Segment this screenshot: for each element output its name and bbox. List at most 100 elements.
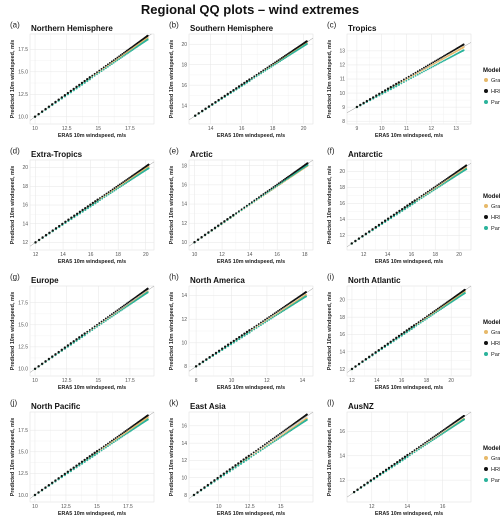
qq-point-hres [242,458,245,461]
qq-point-hres [266,66,269,69]
qq-point-pangu [424,444,427,447]
y-tick-label: 17.5 [18,47,28,53]
qq-point-hres [119,54,122,56]
y-tick-label: 18 [181,62,187,68]
qq-point-hres [401,207,404,211]
y-tick-label: 10.0 [18,115,28,121]
qq-point-pangu [86,206,90,210]
qq-point-pangu [403,332,406,336]
qq-point-hres [41,236,44,239]
qq-point-pangu [441,60,444,63]
qq-point-pangu [100,322,103,325]
qq-point-hres [407,75,410,78]
qq-point-pangu [116,438,119,441]
qq-point-hres [86,77,89,81]
qq-point-hres [84,206,87,210]
qq-point-hres [441,181,444,183]
qq-point-pangu [428,67,431,70]
qq-point-hres [415,322,418,325]
qq-point-hres [395,82,398,86]
qq-point-graphcast [283,432,286,435]
qq-point-pangu [104,446,107,449]
qq-point-pangu [104,67,107,70]
qq-point-pangu [402,81,405,83]
qq-point-hres [194,365,198,368]
qq-point-pangu [116,59,119,62]
qq-point-hres [93,451,96,454]
qq-point-hres [69,468,72,471]
qq-point-hres [104,444,107,446]
y-tick-label: 15.0 [18,450,28,456]
qq-point-hres [374,225,377,229]
qq-point-pangu [395,85,398,88]
qq-point-pangu [427,316,430,319]
qq-point-graphcast [112,439,115,442]
qq-point-hres [282,178,285,181]
qq-point-pangu [405,79,408,82]
qq-point-graphcast [426,66,429,69]
qq-point-hres [119,433,122,436]
qq-point-pangu [102,321,105,324]
qq-point-pangu [424,69,427,72]
qq-point-hres [96,323,98,326]
qq-point-pangu [408,329,411,332]
qq-point-hres [40,488,44,492]
qq-point-hres [213,226,217,229]
qq-point-pangu [83,334,86,337]
qq-point-pangu [286,55,289,58]
qq-point-pangu [411,203,414,206]
qq-point-hres [128,177,130,179]
qq-point-hres [359,103,362,107]
y-axis-label: Predicted 10m windspeed, m/s [169,292,175,371]
qq-point-graphcast [119,435,122,437]
legend-label-pangu: Pangu [491,478,500,484]
x-tick-label: 17.5 [125,126,135,132]
qq-point-pangu [122,184,125,186]
qq-point-hres [408,327,411,330]
y-axis-label: Predicted 10m windspeed, m/s [327,292,333,371]
qq-point-pangu [287,431,290,433]
qq-point-hres [248,202,251,205]
qq-point-hres [231,466,234,469]
qq-point-hres [112,438,115,441]
qq-point-hres [387,466,391,469]
qq-point-hres [64,220,67,223]
x-axis-label: ERA5 10m windspeed, m/s [217,385,285,391]
qq-point-pangu [78,85,81,88]
qq-point-hres [107,191,110,194]
y-tick-label: 10 [181,240,187,246]
qq-point-pangu [305,418,308,421]
qq-point-hres [264,67,267,70]
qq-point-pangu [270,188,273,191]
x-tick-label: 18 [115,252,121,258]
qq-point-hres [88,455,91,458]
qq-point-hres [272,186,275,188]
qq-point-hres [225,470,228,473]
panel-title: Southern Hemisphere [190,24,274,33]
qq-point-pangu [89,205,92,208]
qq-point-pangu [443,306,445,308]
qq-point-hres [47,357,51,361]
x-tick-label: 16 [409,252,415,258]
qq-point-pangu [125,182,128,184]
qq-point-hres [193,240,196,244]
qq-point-hres [260,321,262,324]
qq-point-pangu [381,92,384,95]
legends-group: Model Graphcast HRES Pangu Model Graphcast HRE… [483,68,500,484]
qq-point-pangu [400,82,403,85]
qq-point-pangu [243,334,246,337]
qq-point-hres [416,198,418,200]
y-tick-label: 12 [181,317,187,323]
qq-point-pangu [278,312,281,315]
qq-point-hres [406,204,409,207]
qq-point-hres [400,79,403,82]
qq-point-pangu [422,195,425,198]
qq-point-hres [377,223,381,227]
qq-point-hres [395,336,398,339]
legend-label-hres: HRES [491,341,500,347]
x-tick-label: 12 [361,252,367,258]
qq-point-hres [389,215,393,218]
qq-point-hres [352,490,356,494]
x-tick-label: 15 [94,504,100,510]
qq-point-pangu [463,418,465,421]
